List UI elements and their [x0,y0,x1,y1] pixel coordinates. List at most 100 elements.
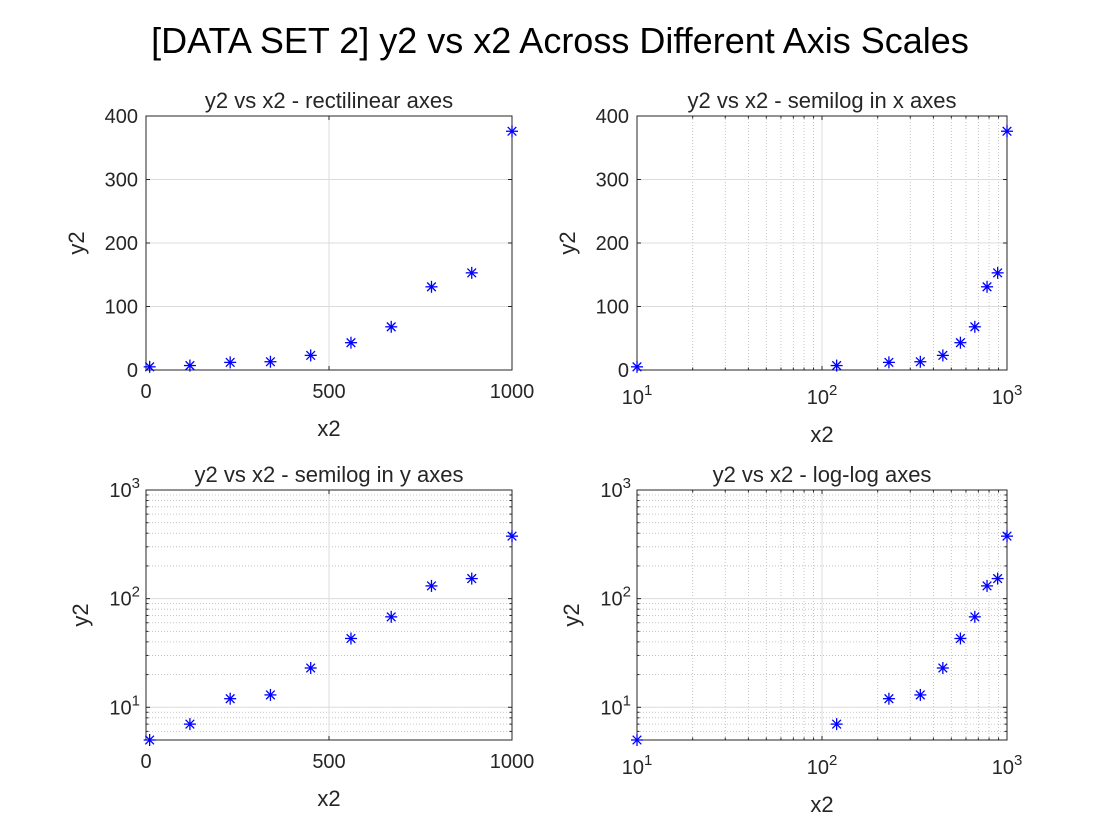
data-point [506,125,518,138]
y-tick-label: 200 [105,233,138,255]
subplot-title: y2 vs x2 - log-log axes [713,462,932,487]
data-point [224,692,237,705]
y-tick-label: 300 [105,170,138,192]
data-point [981,280,994,293]
data-point [143,360,156,373]
data-point [183,718,196,731]
data-point [465,266,478,279]
x-tick-label: 0 [140,381,151,403]
data-point-stroke [970,612,980,622]
data-point-stroke [305,663,316,673]
y-tick-label: 100 [105,297,138,319]
data-point [936,349,949,362]
x-tick-label: 500 [312,751,345,773]
x-axis-label: x2 [317,416,340,441]
y-tick-label: 102 [109,584,140,611]
subplot-title: y2 vs x2 - semilog in x axes [688,88,957,113]
y-axis-label: y2 [559,603,584,626]
data-point-stroke [938,663,948,673]
x-tick-label: 102 [807,752,838,779]
data-point [631,360,643,373]
data-point [981,579,994,592]
data-point [224,356,237,369]
data-point-stroke [305,350,316,361]
data-point [1001,125,1013,138]
figure-title: [DATA SET 2] y2 vs x2 Across Different A… [151,20,969,61]
data-point [631,734,643,746]
data-point [882,356,895,369]
data-point-stroke [225,357,235,368]
data-point [264,355,277,368]
subplot-title: y2 vs x2 - semilog in y axes [195,462,464,487]
data-point-stroke [982,581,992,591]
x-tick-label: 103 [992,752,1023,779]
data-point-stroke [970,322,980,332]
y-tick-label: 400 [105,106,138,128]
data-point-stroke [955,633,966,644]
y-axis-label: y2 [555,231,580,254]
x-axis-label: x2 [810,792,833,817]
data-point-stroke [225,693,235,704]
y-tick-label: 200 [596,233,629,255]
data-point-stroke [386,612,396,622]
data-point-stroke [992,573,1003,584]
data-point [991,572,1004,585]
x-tick-label: 0 [140,751,151,773]
subplot-3: 0 500 1000 101 102 103 y2 vs x2 - semilog in y… [68,462,534,811]
data-point-stroke [144,362,155,372]
x-tick-label: 103 [992,382,1023,409]
data-point [425,579,438,592]
data-point-stroke [507,126,517,137]
y-tick-label: 103 [109,475,140,502]
y-tick-label: 400 [596,106,629,128]
data-point-stroke [982,282,992,292]
data-point-stroke [831,719,842,729]
data-point-stroke [884,357,894,368]
y-axis-label: y2 [64,231,89,254]
data-point-stroke [884,693,894,704]
x-tick-label: 101 [622,752,653,779]
data-point-stroke [632,735,642,745]
data-point-stroke [426,282,437,292]
data-point [968,610,981,623]
x-tick-label: 1000 [490,381,535,403]
subplot-4: 101 102 103 101 102 103 y2 vs x2 - log-log axe… [559,462,1022,817]
data-point-stroke [346,633,356,644]
data-point [385,320,398,333]
data-point-stroke [346,337,356,348]
y-tick-label: 100 [596,297,629,319]
data-point-stroke [831,360,842,371]
x-tick-label: 101 [622,382,653,409]
data-point-stroke [265,356,276,367]
data-point [954,632,967,645]
data-point [914,355,927,368]
data-point-stroke [426,581,437,591]
y-tick-label: 0 [127,360,138,382]
data-point [304,661,317,674]
data-point [183,359,196,372]
data-point [425,280,438,293]
y-tick-label: 101 [600,692,631,719]
data-point [1001,530,1013,543]
data-point-stroke [915,690,926,700]
data-point [936,661,949,674]
data-point-stroke [1002,126,1012,137]
subplot-1: 0 500 1000 0 100 200 300 400 y2 vs x2 - rectilin… [64,88,534,441]
y-tick-label: 101 [109,692,140,719]
data-point-stroke [955,337,966,348]
data-point-stroke [466,573,477,584]
y-axis-label: y2 [68,603,93,626]
data-point-stroke [938,350,948,361]
data-point-stroke [185,719,195,729]
data-point [882,692,895,705]
data-point [143,734,156,746]
x-tick-label: 1000 [490,751,535,773]
data-point-stroke [915,356,926,367]
data-point [991,266,1004,279]
data-point [264,688,277,701]
data-point-stroke [265,690,276,700]
x-tick-label: 500 [312,381,345,403]
data-point-stroke [1002,531,1012,541]
y-tick-label: 0 [618,360,629,382]
